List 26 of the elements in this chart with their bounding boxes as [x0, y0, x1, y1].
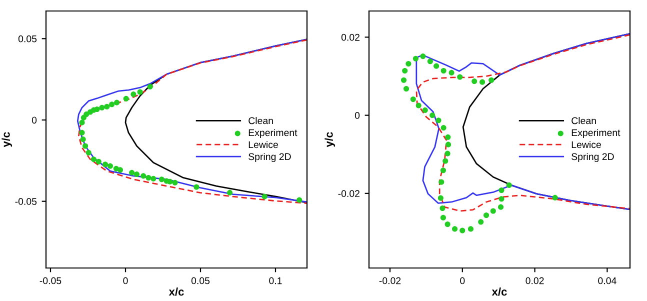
legend-label: Lewice: [248, 140, 278, 148]
y-axis-title: y/c: [2, 132, 12, 148]
x-tick-label: -0.05: [40, 277, 62, 284]
y-tick-label: -0.02: [338, 190, 360, 198]
x-tick-label: 0: [123, 277, 128, 284]
x-tick-label: 0.1: [269, 277, 282, 284]
legend-label: Spring 2D: [248, 152, 291, 162]
legend-label: Experiment: [248, 128, 298, 138]
legend-label: Clean: [248, 117, 273, 124]
x-tick-label: 0.05: [191, 277, 210, 284]
x-tick-label: -0.02: [379, 277, 401, 284]
legend-label: Experiment: [572, 128, 620, 138]
x-axis-title: x/c: [168, 287, 184, 296]
legend-label: Spring 2D: [572, 152, 614, 162]
x-axis-title: x/c: [492, 287, 507, 296]
y-tick-label: 0.05: [18, 35, 37, 42]
y-tick-label: 0: [354, 112, 360, 119]
legend-label: Clean: [572, 117, 596, 124]
x-tick-label: 0.04: [598, 277, 616, 284]
y-tick-label: 0.02: [341, 34, 360, 41]
x-tick-label: 0: [460, 277, 465, 284]
x-tick-label: 0.02: [526, 277, 544, 284]
y-axis-title: y/c: [324, 132, 336, 148]
y-tick-label: 0: [32, 116, 37, 124]
y-tick-label: -0.05: [15, 198, 37, 205]
legend-label: Lewice: [572, 140, 601, 148]
